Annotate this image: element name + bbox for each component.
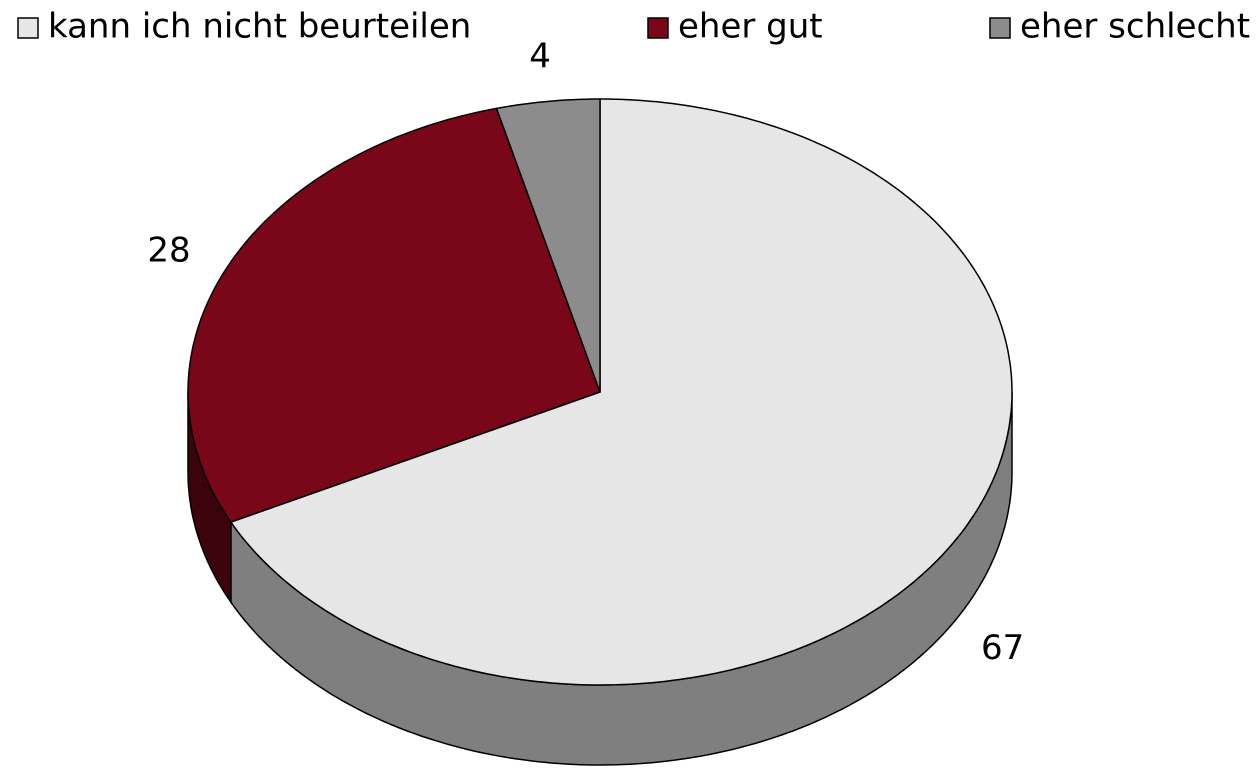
data-label: 67 [981,628,1024,668]
data-label: 28 [147,231,190,271]
legend-swatch [17,17,39,39]
legend-label: kann ich nicht beurteilen [48,7,471,47]
legend-swatch [989,17,1011,39]
pie-slice [187,107,601,523]
legend-swatch [647,17,669,39]
legend-label: eher gut [678,7,823,47]
pie-slice [229,98,1013,686]
data-label: 4 [529,36,551,76]
legend-label: eher schlecht [1020,7,1250,47]
pie-slice [495,98,601,393]
